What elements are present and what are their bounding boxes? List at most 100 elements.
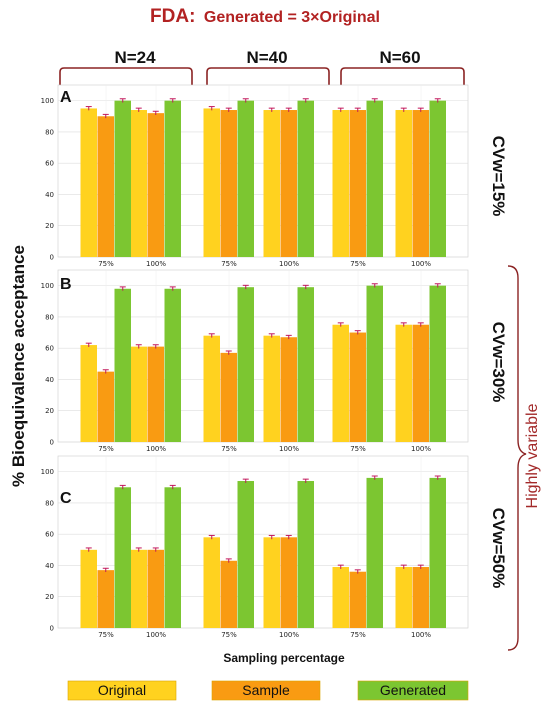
bar-generated-0 [114, 100, 131, 258]
bar-generated-3 [297, 287, 314, 442]
x-tick-label: 75% [350, 445, 366, 453]
bar-original-0 [80, 549, 97, 628]
bar-generated-0 [114, 288, 131, 442]
x-tick-label: 100% [279, 260, 299, 268]
y-tick-label: 40 [45, 191, 54, 199]
cv-label-B: CVw=30% [489, 322, 508, 403]
bar-sample-5 [412, 567, 429, 628]
x-tick-label: 100% [146, 631, 166, 639]
x-tick-label: 100% [411, 260, 431, 268]
bar-sample-5 [412, 110, 429, 257]
x-tick-label: 100% [279, 445, 299, 453]
y-tick-label: 0 [50, 254, 54, 262]
x-tick-label: 100% [411, 631, 431, 639]
bar-sample-0 [97, 116, 114, 257]
group-bracket-0 [59, 67, 193, 86]
y-axis-label: % Bioequivalence acceptance [9, 245, 28, 487]
bar-generated-4 [366, 477, 383, 628]
bar-original-3 [263, 537, 280, 628]
y-tick-label: 40 [45, 562, 54, 570]
legend-label-sample: Sample [242, 682, 290, 698]
bar-generated-3 [297, 481, 314, 628]
x-tick-label: 75% [98, 260, 114, 268]
group-bracket-1 [206, 67, 330, 86]
x-tick-label: 75% [350, 631, 366, 639]
bar-original-4 [332, 324, 349, 442]
x-tick-label: 75% [98, 445, 114, 453]
bar-generated-0 [114, 487, 131, 628]
bar-sample-5 [412, 324, 429, 442]
title-rest: Generated = 3×Original [204, 9, 380, 26]
group-bracket-2 [340, 67, 465, 86]
panel-label-C: C [60, 490, 72, 507]
bar-generated-2 [237, 100, 254, 258]
bar-generated-4 [366, 285, 383, 442]
group-label-n40: N=40 [246, 48, 287, 67]
bar-generated-3 [297, 100, 314, 258]
bar-original-3 [263, 335, 280, 442]
bar-sample-2 [220, 110, 237, 257]
bar-generated-1 [164, 100, 181, 258]
x-tick-label: 100% [146, 445, 166, 453]
bar-sample-3 [280, 337, 297, 442]
legend-label-generated: Generated [380, 682, 446, 698]
y-tick-label: 0 [50, 439, 54, 447]
y-tick-label: 20 [45, 407, 54, 415]
panel-label-A: A [60, 89, 72, 106]
bar-original-2 [203, 537, 220, 628]
group-label-n60: N=60 [379, 48, 420, 67]
x-tick-label: 100% [411, 445, 431, 453]
y-tick-label: 40 [45, 376, 54, 384]
title-prefix: FDA: [150, 6, 195, 27]
bar-sample-4 [349, 571, 366, 628]
legend-label-original: Original [98, 682, 146, 698]
bar-generated-5 [429, 285, 446, 442]
highly-variable-bracket [507, 265, 527, 651]
panels: 0 20 40 60 80 100 75% 100% 75% 100% 75% 100% A CVw=15… [41, 84, 508, 639]
y-tick-label: 60 [45, 531, 54, 539]
y-tick-label: 100 [41, 282, 54, 290]
group-brackets [59, 67, 465, 86]
y-tick-label: 80 [45, 313, 54, 321]
bar-original-1 [130, 346, 147, 442]
bar-sample-0 [97, 570, 114, 628]
bar-generated-1 [164, 487, 181, 628]
bar-generated-2 [237, 481, 254, 628]
bar-original-0 [80, 345, 97, 442]
bar-original-0 [80, 108, 97, 257]
legend: Original Sample Generated [67, 680, 469, 701]
bar-generated-4 [366, 100, 383, 258]
y-tick-label: 60 [45, 345, 54, 353]
legend-swatch-original [67, 680, 177, 701]
bar-sample-4 [349, 110, 366, 257]
highly-variable-brace [507, 265, 527, 651]
y-tick-label: 20 [45, 593, 54, 601]
bar-sample-3 [280, 537, 297, 628]
x-tick-label: 75% [221, 445, 237, 453]
y-tick-label: 20 [45, 222, 54, 230]
legend-swatch-sample [211, 680, 321, 701]
bar-original-4 [332, 110, 349, 257]
bar-original-1 [130, 110, 147, 257]
x-axis-label: Sampling percentage [223, 651, 345, 665]
x-tick-label: 100% [279, 631, 299, 639]
cv-label-A: CVw=15% [489, 136, 508, 217]
bar-sample-2 [220, 560, 237, 628]
bar-original-1 [130, 549, 147, 628]
highly-variable-label: Highly variable [524, 403, 541, 508]
x-tick-label: 75% [350, 260, 366, 268]
x-tick-label: 75% [221, 260, 237, 268]
panel-C: 0 20 40 60 80 100 75% 100% 75% 100% 75% 100% C CVw=50… [41, 455, 508, 639]
bar-generated-1 [164, 288, 181, 442]
bar-original-2 [203, 335, 220, 442]
x-tick-label: 75% [221, 631, 237, 639]
group-label-n24: N=24 [114, 48, 156, 67]
cv-label-C: CVw=50% [489, 508, 508, 589]
bar-original-2 [203, 108, 220, 257]
bar-sample-1 [147, 346, 164, 442]
panel-B: 0 20 40 60 80 100 75% 100% 75% 100% 75% 100% B CVw=30… [41, 269, 508, 453]
bar-original-5 [395, 110, 412, 257]
bar-generated-5 [429, 477, 446, 628]
y-tick-label: 80 [45, 128, 54, 136]
